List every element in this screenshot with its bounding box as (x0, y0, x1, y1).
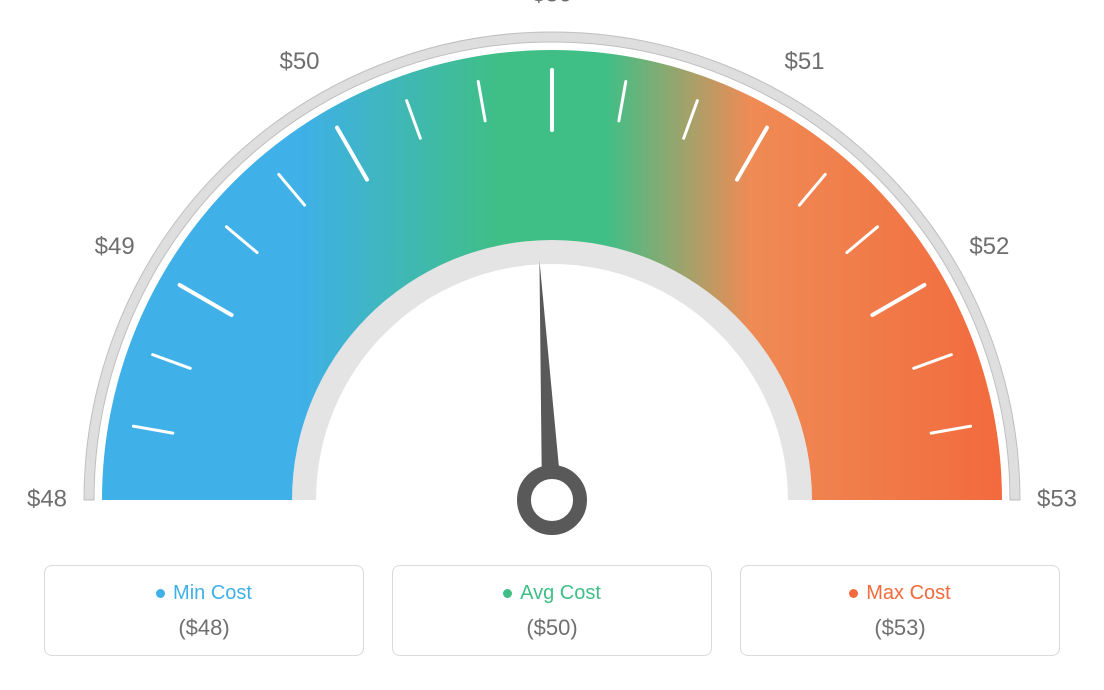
legend-label-text: Min Cost (173, 582, 252, 605)
gauge-tick-label: $52 (969, 233, 1009, 260)
gauge-tick-label: $53 (1037, 485, 1077, 512)
gauge-tick-label: $51 (784, 48, 824, 75)
legend-value: ($50) (403, 615, 701, 641)
dot-icon (156, 589, 165, 598)
legend-label-text: Avg Cost (520, 582, 601, 605)
legend-label-text: Max Cost (866, 582, 950, 605)
gauge-tick-label: $50 (532, 0, 572, 7)
dot-icon (503, 589, 512, 598)
legend-label: Avg Cost (503, 582, 601, 605)
gauge-hub (524, 472, 580, 528)
gauge-tick-label: $48 (27, 485, 67, 512)
legend-card-max: Max Cost ($53) (740, 565, 1060, 656)
legend-card-avg: Avg Cost ($50) (392, 565, 712, 656)
legend-value: ($53) (751, 615, 1049, 641)
gauge-chart: $48 $49 $50 $50 $51 $52 $53 (0, 0, 1104, 555)
gauge-tick-label: $50 (279, 48, 319, 75)
gauge-svg: $48 $49 $50 $50 $51 $52 $53 (0, 0, 1104, 555)
legend-card-min: Min Cost ($48) (44, 565, 364, 656)
legend-value: ($48) (55, 615, 353, 641)
legend-label: Min Cost (156, 582, 252, 605)
legend-label: Max Cost (849, 582, 950, 605)
gauge-tick-label: $49 (95, 233, 135, 260)
dot-icon (849, 589, 858, 598)
gauge-needle (539, 260, 562, 500)
legend-row: Min Cost ($48) Avg Cost ($50) Max Cost (… (0, 565, 1104, 656)
